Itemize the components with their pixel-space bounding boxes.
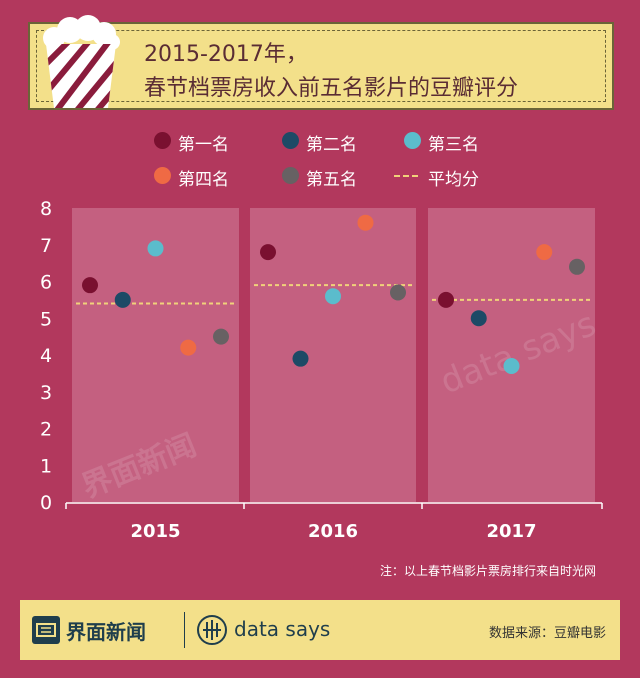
point-2015-rank-4 [180, 339, 197, 356]
footer-divider [184, 612, 185, 648]
chart-title-line1: 2015-2017年， [144, 42, 308, 67]
legend-label-average: 平均分 [428, 170, 479, 190]
footer: 界面新闻 data says 数据来源：豆瓣电影 [20, 600, 620, 660]
point-2017-rank-2 [470, 310, 487, 327]
point-2017-rank-4 [536, 244, 553, 261]
x-tick-label-2016: 2016 [308, 521, 358, 542]
legend-dot-4 [154, 167, 171, 184]
y-tick-label-1: 1 [40, 455, 52, 477]
footnote: 注：以上春节档影片票房排行来自时光网 [379, 564, 596, 578]
y-tick-label-5: 5 [40, 308, 52, 330]
legend-label-3: 第三名 [428, 135, 479, 155]
x-tick-label-2015: 2015 [130, 521, 180, 542]
point-2015-rank-3 [147, 240, 164, 257]
legend-dot-1 [154, 132, 171, 149]
data-source: 数据来源：豆瓣电影 [488, 626, 606, 641]
y-tick-label-6: 6 [40, 272, 52, 294]
point-2015-rank-2 [114, 291, 131, 308]
legend-label-4: 第四名 [178, 170, 229, 190]
popcorn-icon [43, 15, 120, 108]
panel-2016 [250, 208, 416, 502]
legend-dot-3 [404, 132, 421, 149]
point-2016-rank-1 [260, 244, 276, 261]
x-tick-label-2017: 2017 [486, 521, 536, 542]
panel-2015 [72, 208, 239, 502]
legend-label-2: 第二名 [306, 135, 357, 155]
point-2017-rank-3 [503, 358, 520, 375]
point-2017-rank-1 [438, 291, 454, 308]
point-2015-rank-5 [213, 328, 229, 345]
brand-name-cn: 界面新闻 [66, 620, 146, 644]
brand-name-en: data says [234, 617, 331, 641]
point-2016-rank-2 [292, 350, 309, 367]
y-tick-label-0: 0 [40, 492, 52, 514]
point-2015-rank-1 [82, 277, 98, 294]
legend-dot-5 [282, 167, 299, 184]
legend-dot-2 [282, 132, 299, 149]
y-tick-label-7: 7 [40, 235, 52, 257]
point-2016-rank-3 [325, 288, 341, 305]
chart-title-line2: 春节档票房收入前五名影片的豆瓣评分 [144, 76, 519, 101]
title-box: 2015-2017年， 春节档票房收入前五名影片的豆瓣评分 [28, 22, 614, 110]
y-tick-label-4: 4 [40, 345, 52, 367]
data-says-logo-icon [197, 615, 227, 645]
y-tick-label-8: 8 [40, 198, 52, 220]
title-dashed-border [36, 30, 606, 102]
jiemian-logo-icon [32, 616, 60, 644]
legend-label-1: 第一名 [178, 135, 229, 155]
y-tick-label-2: 2 [40, 419, 52, 441]
y-tick-label-3: 3 [40, 382, 52, 404]
point-2016-rank-4 [357, 214, 374, 231]
legend-label-5: 第五名 [306, 170, 357, 190]
point-2016-rank-5 [390, 284, 406, 301]
point-2017-rank-5 [569, 258, 585, 275]
panel-2017 [428, 208, 595, 502]
legend-average-line [394, 175, 418, 177]
